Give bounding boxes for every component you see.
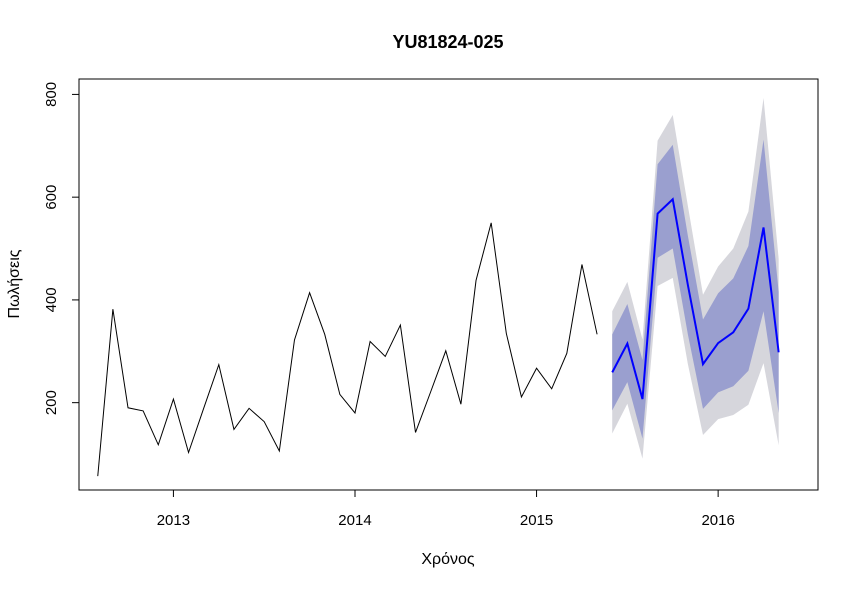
chart-title: YU81824-025 <box>392 32 503 52</box>
x-axis: 2013 2014 2015 2016 <box>157 489 735 529</box>
prediction-band-80 <box>612 139 779 439</box>
x-tick-label: 2015 <box>520 512 553 529</box>
y-tick-label: 600 <box>43 185 60 210</box>
forecast-series-line <box>611 197 780 400</box>
x-axis-label: Χρόνος <box>421 551 475 568</box>
y-axis: 200 400 600 800 <box>43 82 80 415</box>
y-tick-label: 800 <box>43 82 60 107</box>
history-layer <box>97 222 598 477</box>
band-80-layer <box>612 139 779 439</box>
x-tick-label: 2013 <box>157 512 190 529</box>
forecast-layer <box>611 197 780 400</box>
y-tick-label: 400 <box>43 287 60 312</box>
history-series-line <box>97 222 598 477</box>
y-tick-label: 200 <box>43 390 60 415</box>
y-axis-label: Πωλήσεις <box>6 249 23 318</box>
x-tick-label: 2014 <box>338 512 371 529</box>
x-tick-label: 2016 <box>701 512 734 529</box>
